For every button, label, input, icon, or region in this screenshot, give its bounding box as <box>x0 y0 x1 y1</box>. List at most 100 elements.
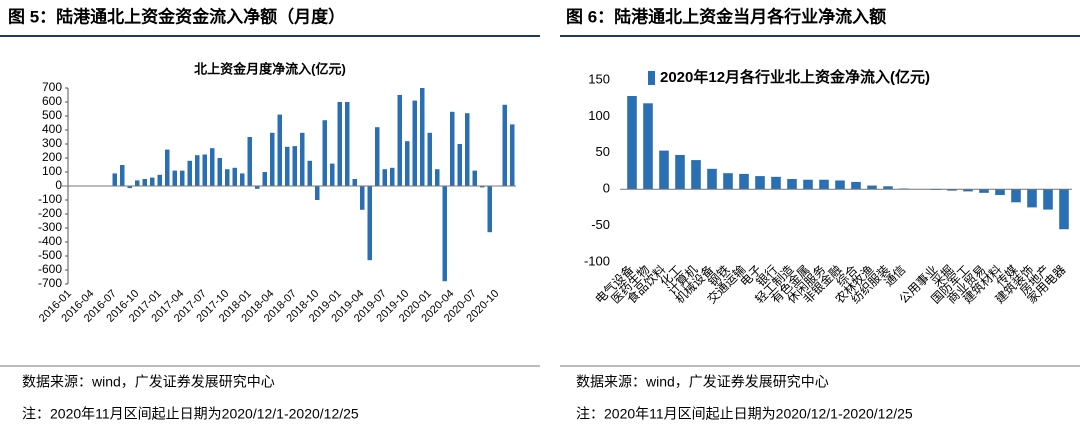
bar <box>435 169 440 186</box>
bar <box>465 113 470 186</box>
bar <box>120 165 125 186</box>
bar <box>247 137 252 186</box>
bar <box>995 189 1005 196</box>
bar <box>851 181 861 190</box>
bar <box>627 96 637 190</box>
bar <box>457 144 462 186</box>
bar <box>367 186 372 261</box>
bar <box>675 154 685 190</box>
bar <box>739 173 749 190</box>
source-note: 数据来源：wind，广发证券发展研究中心 <box>22 374 275 390</box>
bar <box>210 148 215 186</box>
bar <box>420 88 425 186</box>
bar <box>643 103 653 190</box>
bar <box>510 124 515 186</box>
bar <box>390 167 395 186</box>
bar <box>232 167 237 186</box>
y-tick-label: 0 <box>55 178 62 192</box>
y-tick-label: 100 <box>42 164 62 178</box>
bar <box>1043 189 1053 210</box>
bar <box>375 127 380 186</box>
bar <box>947 189 957 191</box>
bar <box>659 150 669 190</box>
legend-swatch <box>648 71 655 85</box>
bar <box>412 100 417 186</box>
y-tick-label: 300 <box>42 136 62 150</box>
bar <box>963 189 973 192</box>
bar <box>835 180 845 190</box>
y-tick-label: 700 <box>42 80 62 94</box>
y-tick-label: -600 <box>38 262 62 276</box>
bar <box>691 160 701 190</box>
bar <box>352 179 357 186</box>
bar <box>225 169 230 186</box>
bar <box>771 176 781 190</box>
bar <box>277 114 282 186</box>
y-tick-label: -300 <box>38 220 62 234</box>
bar <box>187 160 192 186</box>
bar <box>723 173 733 190</box>
bar <box>172 170 177 186</box>
y-tick-label: 600 <box>42 94 62 108</box>
bar <box>442 186 447 282</box>
bar <box>819 179 829 190</box>
bar <box>427 132 432 186</box>
footnote: 注：2020年11月区间起止日期为2020/12/1-2020/12/25 <box>576 406 913 422</box>
bar <box>180 170 185 186</box>
bar <box>135 180 140 186</box>
y-tick-label: -100 <box>38 192 62 206</box>
y-tick-label: -50 <box>591 217 610 232</box>
bar <box>1011 189 1021 203</box>
bar <box>787 179 797 190</box>
y-tick-label: 400 <box>42 122 62 136</box>
bar <box>883 186 893 190</box>
bar <box>142 179 147 186</box>
y-tick-label: -700 <box>38 276 62 290</box>
y-tick-label: 100 <box>588 108 610 123</box>
bar <box>270 132 275 186</box>
bar <box>315 186 320 200</box>
bar <box>472 170 477 186</box>
y-tick-label: -400 <box>38 234 62 248</box>
chart-title: 北上资金月度净流入(亿元) <box>194 61 346 76</box>
bar <box>150 177 155 186</box>
bar <box>330 163 335 186</box>
bar <box>202 154 207 186</box>
figure-caption: 图 5：陆港通北上资金资金流入净额（月度） <box>8 6 345 26</box>
y-tick-label: -500 <box>38 248 62 262</box>
bar <box>405 141 410 186</box>
y-tick-label: 0 <box>603 181 610 196</box>
bar <box>337 102 342 186</box>
bar <box>345 102 350 186</box>
bar <box>1059 189 1069 230</box>
bar <box>867 185 877 190</box>
bar <box>217 158 222 186</box>
bar <box>262 172 267 186</box>
bar <box>360 186 365 210</box>
bar <box>112 173 117 186</box>
bar <box>755 176 765 190</box>
y-tick-label: -200 <box>38 206 62 220</box>
y-tick-label: -100 <box>584 253 610 268</box>
bar <box>707 168 717 190</box>
bar <box>382 169 387 186</box>
bar <box>1027 189 1037 208</box>
bar <box>240 173 245 186</box>
bar <box>397 95 402 186</box>
bar <box>480 186 485 188</box>
bar <box>157 174 162 186</box>
source-note: 数据来源：wind，广发证券发展研究中心 <box>576 374 829 390</box>
bar <box>300 132 305 186</box>
figure-caption: 图 6：陆港通北上资金当月各行业净流入额 <box>566 6 886 26</box>
footnote: 注：2020年11月区间起止日期为2020/12/1-2020/12/25 <box>22 406 359 422</box>
bar <box>255 186 260 189</box>
y-tick-label: 150 <box>588 71 610 86</box>
bar <box>979 189 989 193</box>
y-tick-label: 500 <box>42 108 62 122</box>
bar <box>127 186 132 189</box>
bar <box>165 149 170 186</box>
bar <box>502 104 507 186</box>
bar <box>803 179 813 190</box>
bar <box>285 146 290 186</box>
